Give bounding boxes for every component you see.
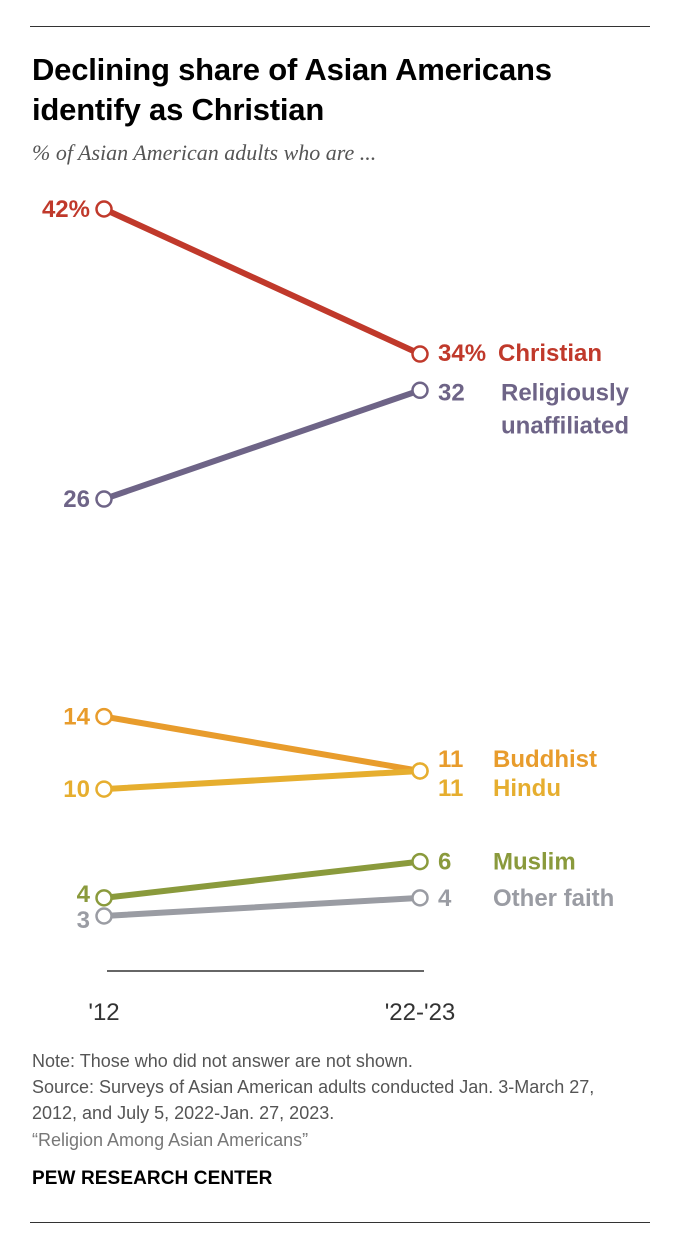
value-label-christian-end: 34%	[438, 340, 486, 367]
point-religiously-unaffiliated-1	[411, 381, 429, 400]
point-hindu-1	[411, 762, 429, 780]
source-text: Source: Surveys of Asian American adults…	[32, 1077, 595, 1123]
value-label-christian-start: 42%	[42, 196, 90, 223]
chart-subtitle: % of Asian American adults who are ...	[32, 140, 377, 165]
x-tick-label-1: '22-'23	[385, 999, 456, 1026]
value-label-muslim-start: 4	[77, 881, 91, 908]
x-tick-label-0: '12	[88, 999, 119, 1026]
series-name-other-faith: Other faith	[493, 885, 614, 912]
point-muslim-0	[95, 889, 113, 907]
point-other-faith-0	[95, 907, 113, 925]
series-name-christian: Christian	[498, 340, 602, 367]
point-other-faith-1	[411, 889, 429, 907]
series-line-christian	[101, 206, 423, 358]
value-label-other-faith-end: 4	[438, 885, 452, 912]
value-label-buddhist-end: 11	[438, 746, 463, 773]
point-christian-1	[411, 345, 429, 363]
value-label-hindu-end: 11	[438, 775, 463, 802]
value-label-buddhist-start: 14	[63, 704, 90, 731]
series-name-buddhist: Buddhist	[493, 746, 597, 773]
report-title: “Religion Among Asian Americans”	[32, 1130, 309, 1150]
chart-title: Declining share of Asian Americans ident…	[32, 52, 552, 127]
series-name-hindu: Hindu	[493, 775, 561, 802]
series-name-religiously-unaffiliated-line2: unaffiliated	[501, 412, 629, 439]
series-line-muslim	[101, 858, 423, 901]
bottom-rule	[30, 1222, 650, 1223]
series-line-other-faith	[101, 894, 423, 919]
value-label-hindu-start: 10	[63, 776, 90, 803]
pew-brand: PEW RESEARCH CENTER	[32, 1168, 273, 1189]
note-text: Note: Those who did not answer are not s…	[32, 1051, 413, 1071]
point-muslim-1	[411, 852, 429, 871]
line-chart: 42% 34% Christian 26 32 Religiously unaffiliat…	[42, 196, 630, 1026]
point-religiously-unaffiliated-0	[95, 490, 113, 508]
series-line-religiously-unaffiliated	[101, 387, 423, 503]
point-christian-0	[95, 200, 113, 218]
value-label-religiously-unaffiliated-start: 26	[63, 486, 90, 513]
point-buddhist-0	[95, 707, 113, 726]
series-name-religiously-unaffiliated: Religiously	[501, 379, 630, 406]
point-hindu-0	[95, 780, 113, 798]
value-label-muslim-end: 6	[438, 849, 451, 876]
series-name-muslim: Muslim	[493, 849, 576, 876]
series-line-hindu	[101, 767, 423, 793]
value-label-religiously-unaffiliated-end: 32	[438, 379, 465, 406]
value-label-other-faith-start: 3	[77, 907, 90, 934]
top-rule	[30, 26, 650, 27]
series-line-buddhist	[101, 713, 423, 774]
